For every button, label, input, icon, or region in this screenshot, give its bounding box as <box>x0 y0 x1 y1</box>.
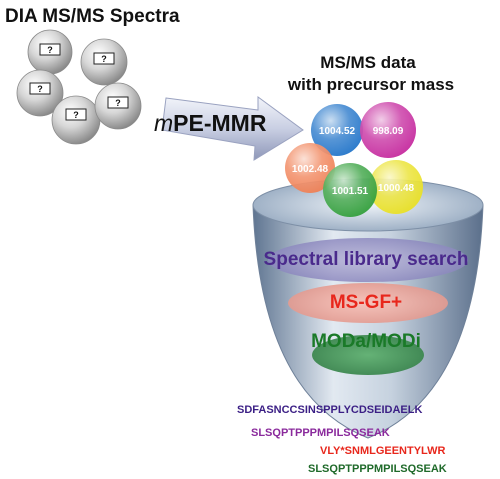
precursor-sphere-body <box>285 143 335 193</box>
method-name: PE-MMR <box>173 110 267 136</box>
precursor-sphere: 1004.52 <box>311 104 363 156</box>
spectrum-sphere: ? <box>16 69 64 117</box>
precursor-sphere-body <box>311 104 363 156</box>
unknown-marker: ? <box>115 98 121 108</box>
peptide-sequence: SLSQPTPPPMPILSQSEAK <box>308 463 447 475</box>
output-title-line2: with precursor mass <box>287 75 454 94</box>
precursor-mass-label: 1004.52 <box>319 126 356 137</box>
spectrum-sphere: ? <box>80 38 128 86</box>
peptide-sequence: SLSQPTPPPMPILSQSEAK <box>251 427 390 439</box>
precursor-sphere-body <box>369 160 423 214</box>
method-label: mPE-MMR <box>154 110 267 136</box>
input-spectra-group: ? ? ? ? ? <box>16 29 142 145</box>
method-arrow <box>161 96 304 161</box>
precursor-mass-label: 1000.48 <box>378 183 415 194</box>
spectrum-sphere: ? <box>27 29 73 75</box>
unknown-marker: ? <box>73 110 79 120</box>
input-title: DIA MS/MS Spectra <box>5 6 180 27</box>
stage-label-moda: MODa/MODi <box>311 331 421 352</box>
precursor-mass-label: 1001.51 <box>332 186 369 197</box>
funnel-stage-band-pink <box>288 283 448 323</box>
precursor-sphere: 1002.48 <box>285 143 335 193</box>
precursor-mass-label: 998.09 <box>373 126 404 137</box>
precursor-sphere: 1000.48 <box>369 160 423 214</box>
spectrum-sphere: ? <box>94 82 142 130</box>
unknown-marker: ? <box>47 45 53 55</box>
stage-label-msgf: MS-GF+ <box>330 292 402 313</box>
precursor-spheres-group: 1004.52 998.09 1002.48 1000.48 1001.51 <box>285 102 423 217</box>
stage-label-library-search: Spectral library search <box>264 249 469 270</box>
precursor-sphere: 1001.51 <box>323 163 377 217</box>
peptide-sequence: VLY*SNMLGEENTYLWR <box>320 445 446 457</box>
output-title-line1: MS/MS data <box>320 53 416 72</box>
unknown-marker: ? <box>37 84 43 94</box>
precursor-sphere: 998.09 <box>360 102 416 158</box>
spectrum-sphere: ? <box>51 95 101 145</box>
funnel-stage-band-green <box>312 335 424 375</box>
precursor-sphere-body <box>323 163 377 217</box>
unknown-marker: ? <box>101 54 107 64</box>
method-prefix: m <box>154 110 173 136</box>
peptide-sequence: SDFASNCCSINSPPLYCDSEIDAELK <box>237 404 422 416</box>
precursor-sphere-body <box>360 102 416 158</box>
funnel-stage-band-purple <box>268 238 468 282</box>
precursor-mass-label: 1002.48 <box>292 164 329 175</box>
